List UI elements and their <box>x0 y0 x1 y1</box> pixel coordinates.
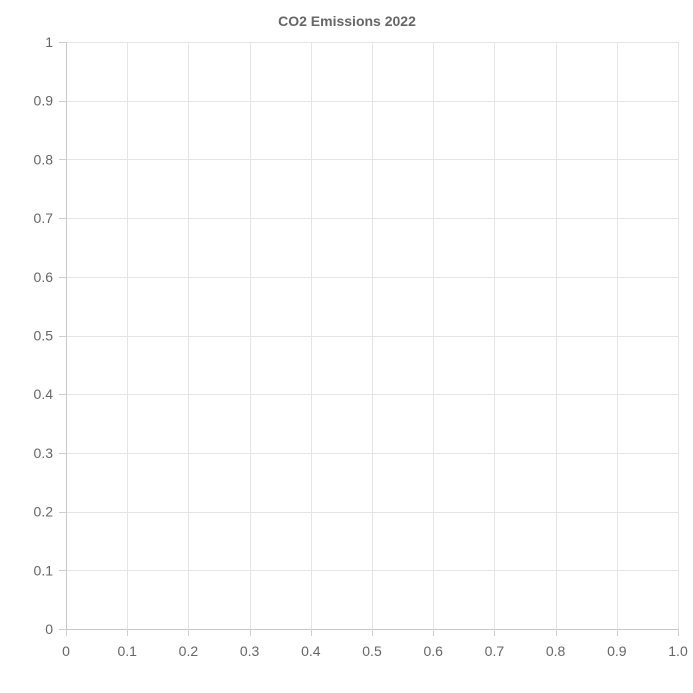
x-tick-label: 0.8 <box>546 643 566 659</box>
y-tick-label: 1 <box>45 34 53 50</box>
x-tick-label: 0.9 <box>607 643 627 659</box>
y-tick-label: 0.6 <box>34 269 54 285</box>
chart-title: CO2 Emissions 2022 <box>278 13 416 29</box>
y-tick-label: 0 <box>45 621 53 637</box>
y-tick-label: 0.7 <box>34 210 54 226</box>
x-tick-label: 0.7 <box>485 643 505 659</box>
x-tick-label: 0.3 <box>240 643 260 659</box>
y-axis-ticks: 0 0.1 0.2 0.3 0.4 0.5 0.6 0.7 0.8 0.9 1 <box>34 34 66 637</box>
x-axis-ticks: 0 0.1 0.2 0.3 0.4 0.5 0.6 0.7 0.8 0.9 1.0 <box>62 629 688 659</box>
y-tick-label: 0.3 <box>34 445 54 461</box>
x-tick-label: 1.0 <box>668 643 688 659</box>
y-tick-label: 0.1 <box>34 562 54 578</box>
x-tick-label: 0 <box>62 643 70 659</box>
y-tick-label: 0.9 <box>34 93 54 109</box>
x-grid <box>66 42 679 629</box>
y-tick-label: 0.5 <box>34 328 54 344</box>
y-tick-label: 0.2 <box>34 504 54 520</box>
x-tick-label: 0.1 <box>117 643 137 659</box>
y-tick-label: 0.8 <box>34 151 54 167</box>
y-tick-label: 0.4 <box>34 386 54 402</box>
x-tick-label: 0.5 <box>362 643 382 659</box>
x-tick-label: 0.2 <box>179 643 199 659</box>
x-tick-label: 0.6 <box>423 643 443 659</box>
x-tick-label: 0.4 <box>301 643 321 659</box>
